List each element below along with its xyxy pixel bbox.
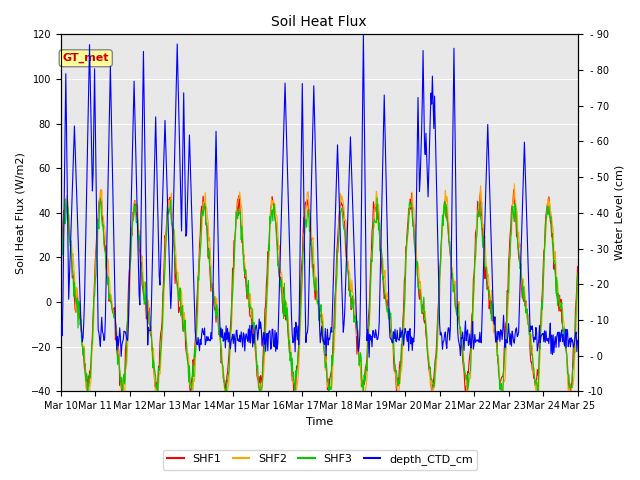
SHF3 [383,304,390,310]
SHF2 [67,230,74,236]
depth_CTD_cm [67,254,74,260]
depth_CTD_cm [172,104,180,109]
depth_CTD_cm [365,354,373,360]
SHF3 [67,243,74,249]
SHF1 [67,233,74,239]
depth_CTD_cm [57,336,65,342]
SHF3 [199,213,207,219]
SHF3 [373,195,381,201]
SHF1 [97,187,105,192]
SHF2 [199,201,207,207]
depth_CTD_cm [199,329,207,335]
Legend: SHF1, SHF2, SHF3, depth_CTD_cm: SHF1, SHF2, SHF3, depth_CTD_cm [163,450,477,469]
Y-axis label: Soil Heat Flux (W/m2): Soil Heat Flux (W/m2) [15,152,25,274]
SHF2 [511,181,518,187]
SHF2 [382,283,390,289]
SHF1 [383,303,391,309]
SHF3 [120,375,127,381]
Line: depth_CTD_cm: depth_CTD_cm [61,35,577,357]
SHF3 [573,271,581,277]
SHF1 [573,264,581,269]
SHF1 [57,253,65,259]
SHF3 [499,398,506,404]
SHF2 [120,383,127,388]
SHF1 [173,277,180,283]
depth_CTD_cm [360,32,367,38]
depth_CTD_cm [120,336,127,342]
Title: Soil Heat Flux: Soil Heat Flux [271,15,367,29]
SHF2 [573,276,581,282]
SHF1 [398,347,406,353]
SHF3 [172,271,180,276]
SHF3 [397,350,405,356]
Line: SHF2: SHF2 [61,184,577,404]
SHF2 [397,368,405,374]
X-axis label: Time: Time [305,417,333,427]
Line: SHF3: SHF3 [61,198,577,401]
SHF1 [325,396,333,402]
Y-axis label: Water Level (cm): Water Level (cm) [615,165,625,261]
SHF3 [57,284,65,289]
Line: SHF1: SHF1 [61,190,577,399]
depth_CTD_cm [573,337,581,343]
SHF1 [120,372,128,377]
depth_CTD_cm [398,327,406,333]
SHF2 [172,250,180,255]
SHF1 [200,205,207,211]
depth_CTD_cm [383,222,391,228]
SHF2 [57,277,65,283]
SHF2 [395,401,403,407]
Text: GT_met: GT_met [63,53,109,63]
